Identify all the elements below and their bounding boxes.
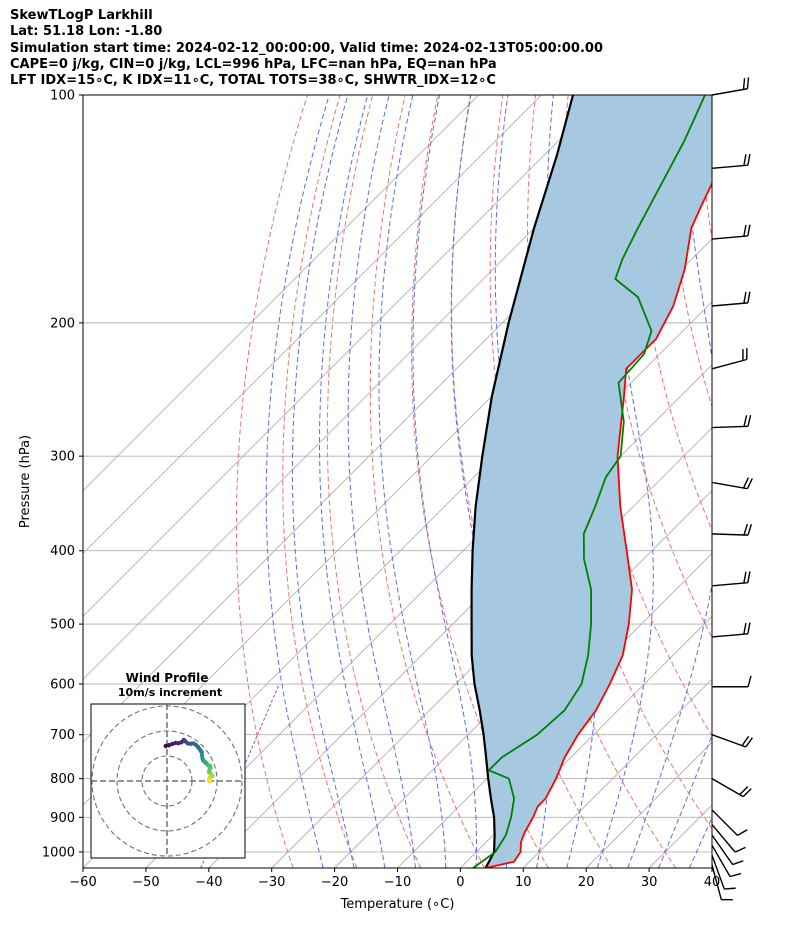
dry-adiabat-line xyxy=(411,95,549,868)
indices-line: LFT IDX=15∘C, K IDX=11∘C, TOTAL TOTS=38∘… xyxy=(10,73,496,89)
wind-barb xyxy=(711,523,753,536)
wind-barb xyxy=(711,415,752,429)
y-tick-label: 100 xyxy=(50,89,75,104)
dry-adiabat-line xyxy=(235,95,309,868)
isotherm-line xyxy=(711,867,712,868)
hodograph-title: Wind Profile xyxy=(126,671,209,685)
wind-barb xyxy=(711,77,750,96)
hodograph-plot xyxy=(91,704,245,858)
cin-area-fill xyxy=(471,95,712,868)
wind-barb xyxy=(711,348,748,370)
moist-adiabat-line xyxy=(658,733,712,868)
wind-barb xyxy=(711,834,744,866)
moist-adiabat-line xyxy=(291,95,355,868)
dry-adiabat-line xyxy=(598,95,712,639)
dry-adiabat-line xyxy=(730,78,794,868)
hodograph-point xyxy=(207,779,212,784)
y-tick-label: 900 xyxy=(50,811,75,826)
x-tick-label: 0 xyxy=(456,875,464,890)
dry-adiabat-line xyxy=(326,95,422,868)
chart-header: SkewTLogP Larkhill Lat: 51.18 Lon: -1.80… xyxy=(10,8,603,89)
wind-barb xyxy=(711,864,733,901)
moist-adiabat-line xyxy=(412,95,477,868)
y-axis-label: Pressure (hPa) xyxy=(18,435,33,528)
isotherm-line xyxy=(460,615,712,868)
moist-adiabat-line xyxy=(627,95,712,868)
y-tick-label: 400 xyxy=(50,544,75,559)
time-line: Simulation start time: 2024-02-12_00:00:… xyxy=(10,40,603,56)
y-tick-label: 1000 xyxy=(42,845,75,860)
isotherm-line xyxy=(83,95,479,492)
x-tick-label: −60 xyxy=(69,875,96,890)
x-tick-label: −50 xyxy=(132,875,159,890)
wind-barb xyxy=(711,622,751,638)
wind-barb xyxy=(712,675,752,688)
isotherm-line xyxy=(334,489,712,868)
wind-barb xyxy=(711,477,753,490)
isotherm-line xyxy=(271,427,712,868)
moist-adiabat-line xyxy=(378,95,447,868)
stability-line: CAPE=0 j/kg, CIN=0 j/kg, LCL=996 hPa, LF… xyxy=(10,56,497,72)
moist-adiabat-line xyxy=(450,95,512,868)
isotherm-line xyxy=(83,95,542,555)
dewpoint-profile-line xyxy=(472,95,706,868)
isotherm-line xyxy=(522,678,712,868)
wind-barb xyxy=(711,291,751,307)
chart-title: SkewTLogP Larkhill xyxy=(10,8,153,23)
moist-adiabat-line xyxy=(596,95,654,868)
hodograph-subtitle: 10m/s increment xyxy=(118,686,222,699)
x-tick-label: −30 xyxy=(258,875,285,890)
wind-barb xyxy=(711,824,746,853)
isotherm-line xyxy=(83,95,605,618)
dry-adiabat-line xyxy=(632,95,712,532)
x-tick-label: 10 xyxy=(515,875,532,890)
wind-barb xyxy=(711,844,742,878)
x-tick-label: −40 xyxy=(195,875,222,890)
dry-adiabat-line xyxy=(282,95,358,868)
y-tick-label: 200 xyxy=(50,316,75,331)
x-tick-label: −10 xyxy=(384,875,411,890)
y-tick-label: 300 xyxy=(50,450,75,465)
wind-barb xyxy=(711,224,751,240)
wind-barb xyxy=(711,809,748,836)
y-tick-label: 800 xyxy=(50,772,75,787)
y-tick-label: 600 xyxy=(50,678,75,693)
x-axis-label: Temperature (∘C) xyxy=(340,897,455,912)
wind-barb xyxy=(711,777,752,798)
wind-barb xyxy=(711,571,751,587)
dry-adiabat-line xyxy=(451,95,613,868)
x-tick-label: 20 xyxy=(578,875,595,890)
x-tick-label: 30 xyxy=(641,875,658,890)
dry-adiabat-line xyxy=(369,95,485,868)
location-line: Lat: 51.18 Lon: -1.80 xyxy=(10,24,163,40)
wind-barb xyxy=(711,734,753,748)
parcel-profile-line xyxy=(470,95,575,868)
y-tick-label: 700 xyxy=(50,728,75,743)
wind-barb xyxy=(711,153,751,170)
y-tick-label: 500 xyxy=(50,618,75,633)
wind-barb xyxy=(711,854,736,890)
x-tick-label: −20 xyxy=(321,875,348,890)
temperature-profile-line xyxy=(485,181,712,868)
hodograph-point xyxy=(199,750,204,755)
moist-adiabat-line xyxy=(347,95,416,868)
moist-adiabat-line xyxy=(319,95,386,868)
x-tick-label: 40 xyxy=(704,875,721,890)
dry-adiabat-line xyxy=(762,78,794,868)
moist-adiabat-line xyxy=(265,95,330,868)
